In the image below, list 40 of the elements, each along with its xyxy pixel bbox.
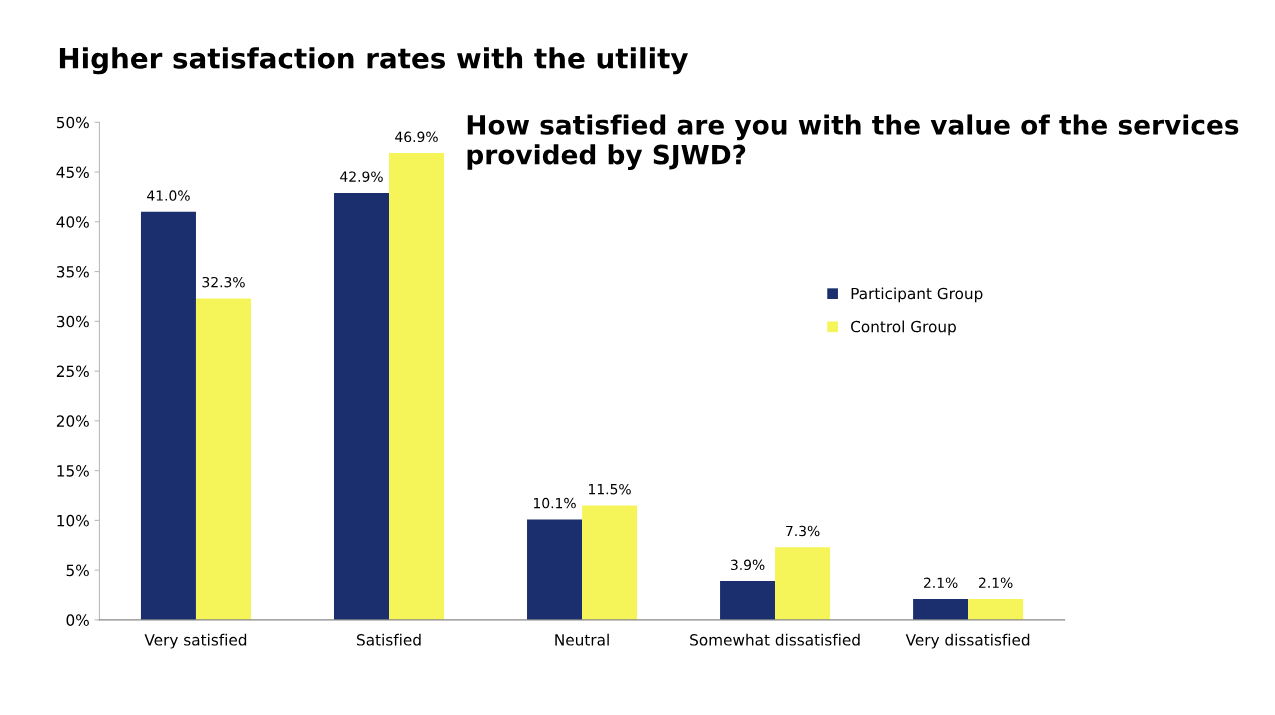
bar [140, 211, 196, 620]
y-tick-label: 20% [56, 415, 89, 427]
x-tick-label: Neutral [555, 633, 609, 646]
data-label: 3.9% [730, 559, 765, 571]
y-tick-label: 40% [56, 216, 89, 228]
y-tick-label: 15% [57, 465, 89, 477]
bar [968, 599, 1024, 620]
data-label: 42.9% [340, 171, 383, 182]
data-label: 41.0% [147, 190, 190, 201]
y-tick-label: 10% [57, 514, 89, 527]
bar [333, 192, 389, 620]
bar [720, 581, 776, 620]
data-label: 46.9% [395, 131, 438, 143]
data-label: 10.1% [534, 497, 576, 509]
data-label: 32.3% [202, 276, 245, 288]
y-tick-label: 45% [56, 166, 89, 179]
y-tick-label: 35% [56, 266, 89, 278]
y-tick-label: 30% [56, 315, 89, 328]
bar [775, 547, 831, 620]
data-label: 2.1% [978, 577, 1013, 588]
y-tick-label: 25% [56, 365, 89, 378]
data-label: 2.1% [923, 577, 958, 588]
chart-title: Higher satisfaction rates with the utility [59, 47, 688, 75]
bar [195, 298, 251, 620]
bar [389, 153, 445, 620]
x-tick-label: Somewhat dissatisfied [690, 633, 860, 646]
legend-label: Control Group [851, 320, 956, 336]
x-tick-label: Very satisfied [144, 633, 247, 649]
legend-label: Participant Group [851, 287, 983, 303]
data-label: 7.3% [786, 525, 820, 537]
data-label: 11.5% [589, 483, 631, 495]
y-tick-label: 50% [56, 116, 89, 129]
y-tick-label: 5% [66, 564, 89, 577]
x-tick-label: Satisfied [357, 633, 421, 646]
x-tick-label: Very dissatisfied [905, 633, 1030, 649]
bar [527, 519, 583, 620]
bar [582, 505, 638, 620]
chart-subtitle: How satisfied are you with the value of the services provided by SJWD? [467, 114, 1239, 170]
y-tick-label: 0% [66, 614, 89, 626]
bar [913, 599, 969, 620]
